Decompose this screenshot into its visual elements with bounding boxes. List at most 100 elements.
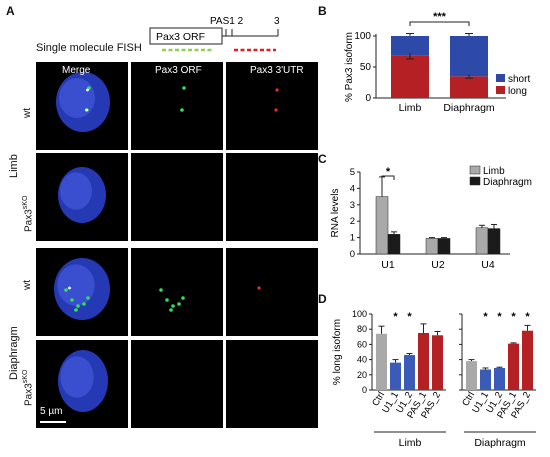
y-axis-label: % long isoform [332,319,343,385]
micrograph-r3-c2 [131,248,223,336]
legend-swatch [469,176,481,186]
channel-label-1: Merge [62,65,91,76]
utr-dot [274,108,278,112]
group-label-diaphragm: Diaphragm [8,326,20,380]
panel-a-letter: A [6,4,15,18]
legend-label-short: short [508,74,530,85]
orf-dot [180,108,184,112]
y-tick-label: 80 [357,324,367,334]
micrograph-image [131,153,223,241]
bar [432,335,443,390]
bar-Diaphragm [437,238,451,255]
y-tick-label: 50 [360,62,372,73]
y-axis-label: RNA levels [330,189,341,238]
pas3-label: 3 [274,16,280,27]
genotype-superscript: sKO [22,195,29,210]
chart-d: % long isoform020406080100Ctrl*U1_1*U1_2… [332,309,536,449]
significance-star: * [525,311,530,323]
micrograph-image [180,86,186,112]
chart-b: 0 50 100% Pax3 isoform Limb Diaphragm *** shor… [344,11,530,114]
utr-dot [275,88,279,92]
significance-star: * [483,311,488,323]
orf-dot [64,288,68,292]
micrograph-image [226,340,318,428]
colocalized-dot [85,108,88,112]
significance-star: * [407,311,412,323]
bar-Limb [475,227,489,255]
bar-Limb [375,196,389,255]
scale-bar-label: 5 µm [40,406,63,417]
legend-swatch-long [496,86,505,94]
orf-dot [171,304,175,308]
bar [390,362,401,390]
micrograph-r1-c1: Merge [36,62,128,150]
x-tick-label: U4 [481,259,495,271]
y-tick-label: 5 [350,167,355,178]
orf-box [149,27,223,45]
micrograph-r2-c3 [226,153,318,241]
nucleus-highlight [59,78,95,118]
orf-dot [165,298,169,302]
channel-label-3: Pax3 3'UTR [250,65,304,76]
panel-c-letter: C [318,152,327,166]
nucleus-highlight [60,172,92,210]
orf-label: Pax3 ORF [156,31,205,43]
x-tick-label: U1 [381,259,395,271]
bar-long [450,76,488,98]
bar [376,333,387,390]
micrograph-image [226,153,318,241]
y-tick-label: 0 [365,93,371,104]
x-tick-label: U2 [431,259,445,271]
group-label: Diaphragm [474,437,526,449]
bar-long [391,55,429,98]
significance-bracket [381,175,395,180]
panel-d-letter: D [318,292,327,306]
bar-Limb [425,238,439,255]
y-tick-label: 3 [350,200,355,211]
orf-dot [169,308,173,312]
orf-dot [159,288,163,292]
micrograph-image [131,340,223,428]
bar [508,343,519,390]
group-label-limb: Limb [8,154,20,178]
y-tick-label: 60 [357,339,367,349]
orf-dot [182,86,186,90]
legend-label: Diaphragm [483,177,532,188]
legend-label-long: long [508,86,527,97]
bar [404,355,415,390]
micrograph-image [159,288,185,312]
pas-label: PAS1 2 [210,16,244,27]
legend-swatch [469,165,481,175]
channel-label-2: Pax3 ORF [155,65,202,76]
micrograph-image [274,88,279,112]
bar [480,369,491,390]
genotype-label-row3: wt [22,280,33,290]
panel-b-letter: B [318,4,327,18]
x-tick-label: Diaphragm [443,102,495,114]
micrograph-image [54,258,110,320]
nucleus-highlight [60,356,94,398]
orf-dot [181,296,185,300]
micrograph-r4-c2 [131,340,223,428]
micrograph-image [40,350,108,423]
y-axis-label: % Pax3 isoform [344,32,355,102]
y-tick-label: 100 [352,309,367,319]
micrograph-r4-c1: 5 µm [36,340,128,428]
x-tick-label: Limb [399,102,422,114]
utr-dot [257,286,261,290]
y-tick-label: 100 [354,31,371,42]
significance-star: * [393,311,398,323]
orf-dot [70,298,74,302]
y-tick-label: 4 [350,183,355,194]
group-label: Limb [399,437,422,449]
bar [466,361,477,390]
genotype-label-row4: Pax3sKO [22,370,34,406]
gene-diagram: Pax3 ORF PAS1 2 3 [149,16,280,52]
colocalized-dot [68,286,71,290]
orf-dot [177,302,181,306]
micrograph-image [58,167,106,223]
legend-swatch-short [496,74,505,82]
significance-star: * [497,311,502,323]
significance-star: * [511,311,516,323]
